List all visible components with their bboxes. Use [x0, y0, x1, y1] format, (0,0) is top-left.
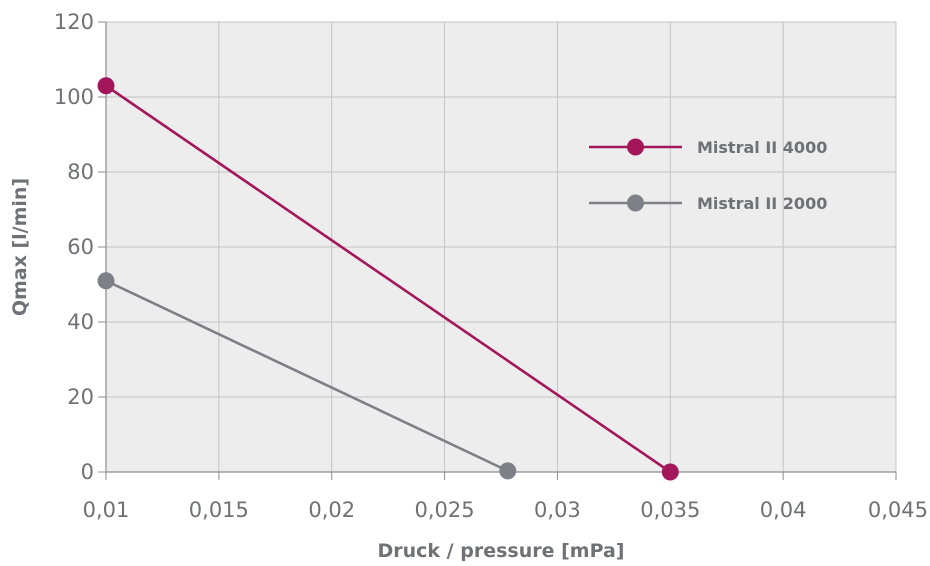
- legend-item: Mistral II 2000: [589, 194, 827, 213]
- series-line: [105, 279, 509, 473]
- x-tick-label: 0,035: [640, 498, 700, 522]
- series-0: [97, 77, 679, 481]
- legend-label: Mistral II 2000: [697, 194, 827, 213]
- x-tick-label: 0,03: [534, 498, 581, 522]
- data-point: [499, 462, 517, 480]
- axes: 0 20 40 60 80 100 120 0,01 0,015 0,02 0,025 0,03 0,0…: [54, 10, 928, 522]
- x-tick-label: 0,015: [189, 498, 249, 522]
- y-axis-title: Qmax [l/min]: [9, 178, 31, 316]
- x-tick-label: 0,045: [868, 498, 928, 522]
- legend-label: Mistral II 4000: [697, 138, 827, 157]
- x-tick-label: 0,04: [760, 498, 807, 522]
- y-tick-label: 40: [67, 310, 94, 334]
- series-line: [105, 84, 672, 474]
- x-tick-label: 0,02: [308, 498, 355, 522]
- data-point: [97, 272, 115, 290]
- legend-marker: [627, 138, 644, 156]
- y-tick-label: 120: [54, 10, 94, 34]
- series-1: [97, 272, 517, 480]
- legend-marker: [627, 194, 644, 212]
- series-group: [97, 77, 679, 481]
- y-tick-label: 0: [81, 460, 94, 484]
- x-tick-label: 0,01: [83, 498, 130, 522]
- y-tick-label: 60: [67, 235, 94, 259]
- y-tick-label: 100: [54, 85, 94, 109]
- x-axis-title: Druck / pressure [mPa]: [377, 540, 624, 562]
- data-point: [97, 77, 115, 95]
- y-tick-label: 20: [67, 385, 94, 409]
- x-tick-label: 0,025: [415, 498, 475, 522]
- legend: Mistral II 4000 Mistral II 2000: [589, 138, 827, 213]
- legend-item: Mistral II 4000: [589, 138, 827, 157]
- y-tick-label: 80: [67, 160, 94, 184]
- data-point: [661, 463, 679, 481]
